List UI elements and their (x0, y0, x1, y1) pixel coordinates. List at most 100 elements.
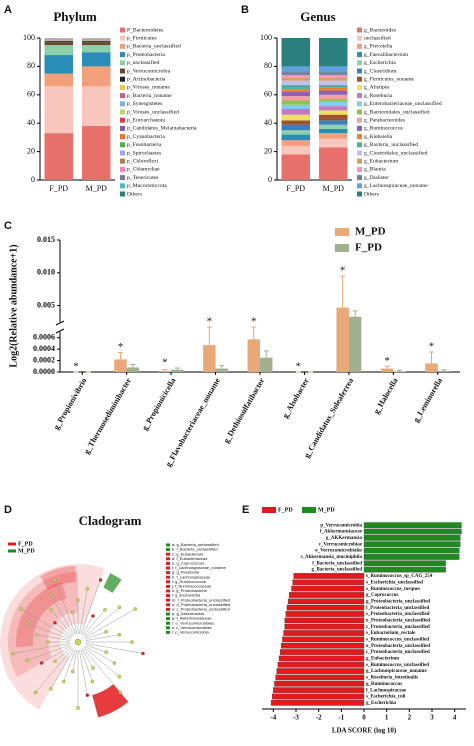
node (61, 679, 66, 684)
node-label: d: f_Eubacteriaceae (172, 556, 208, 561)
bar-segment (44, 86, 73, 134)
x-tick-label: g_Alsobacter (281, 376, 311, 420)
x-tick-label: 3 (430, 714, 434, 722)
node-label: c: g_Eubacterium (172, 551, 204, 556)
legend-label: M_PD (18, 548, 35, 554)
node (85, 693, 90, 697)
bar (272, 693, 365, 700)
bar-segment (281, 66, 310, 73)
branch (79, 588, 88, 635)
bar (260, 357, 273, 372)
bar (363, 560, 446, 567)
node (130, 640, 134, 644)
bar (425, 363, 438, 372)
legend-swatch (120, 175, 125, 181)
legend-swatch (357, 117, 362, 123)
x-tick-label: -4 (270, 714, 276, 722)
category-label: g_Eubacterium (366, 657, 400, 662)
category-label: s_Proteobacteria_unclassified (366, 612, 430, 617)
bar (293, 573, 365, 579)
legend-label: P_Bacteroidetes (127, 27, 163, 33)
legend-swatch (166, 571, 170, 575)
significance: * (251, 316, 257, 328)
y-tick-label: 20 (27, 146, 35, 155)
node (71, 610, 75, 615)
legend-label: p_Fusobacteria (127, 142, 162, 148)
branch (36, 634, 71, 641)
node (117, 605, 122, 610)
branch (35, 647, 74, 693)
bar-segment (281, 154, 310, 180)
node (76, 598, 80, 602)
bar-segment (319, 90, 348, 95)
legend-label: p_Mucoromycota (127, 183, 167, 189)
legend-label: g_Dialister (364, 175, 389, 181)
x-tick-label: g_Propionicicella (140, 376, 177, 432)
legend-swatch (262, 507, 276, 513)
bar-segment (319, 80, 348, 85)
x-tick-label: g_Leminorella (411, 376, 444, 423)
legend-swatch (357, 166, 362, 172)
x-tick-label: g_Thermosediminibacter (82, 376, 133, 456)
category-label: s_Escherichia_unclassified (366, 580, 423, 585)
node (117, 632, 122, 637)
legend-swatch (166, 561, 170, 565)
legend-swatch (166, 575, 170, 579)
branch (83, 646, 120, 677)
legend-swatch (357, 60, 362, 66)
legend-label: g_Firmicutes_noname (364, 76, 415, 82)
legend-swatch (357, 27, 362, 33)
panel-label: B (241, 4, 249, 16)
bar-segment (319, 94, 348, 100)
bar (285, 611, 365, 617)
branch (54, 622, 73, 638)
bar-segment (44, 42, 73, 46)
legend-label: g_Ruminococcus (364, 126, 403, 132)
legend-swatch (120, 84, 125, 90)
x-tick-label: M_PD (86, 184, 108, 193)
node-label: m: f_Proteobacteria_unclassified (172, 597, 230, 602)
y-tick-label: 60 (264, 90, 272, 99)
bar-segment (319, 120, 348, 125)
bar (281, 642, 365, 649)
node (133, 607, 137, 611)
bar-segment (281, 84, 310, 90)
bar (274, 680, 365, 687)
bar-segment (281, 91, 310, 97)
bar-segment (281, 109, 310, 115)
bar-segment (281, 72, 310, 75)
significance: * (384, 355, 390, 367)
bar-segment (319, 87, 348, 91)
legend-label: g_Bacteroides (364, 27, 396, 33)
legend-swatch (166, 548, 170, 552)
axis-break (55, 328, 65, 334)
significance: * (73, 361, 79, 373)
node (11, 651, 15, 656)
bar-segment (82, 45, 111, 53)
category-label: s_Ruminococcus_unclassified (366, 638, 429, 643)
legend-swatch (120, 93, 125, 99)
node-label: f: f_Lachnospiraceae_noname (172, 565, 227, 570)
y-tick-label: 0.005 (37, 300, 55, 309)
x-tick-label: 4 (453, 714, 457, 722)
bar-segment (319, 124, 348, 129)
bar-segment (319, 38, 348, 67)
legend-label: g_Enterobacteriaceae_unclassified (364, 100, 442, 107)
x-tick-label: -3 (293, 714, 299, 722)
category-label: g_Lachnospiraceae_noname (366, 669, 427, 674)
bar (282, 636, 365, 643)
x-axis-label: LDA SCORE (log 10) (332, 727, 397, 735)
legend-label: p_Verrucomicrobia (127, 68, 171, 74)
legend-swatch (166, 626, 170, 630)
branch (50, 648, 75, 689)
bar-segment (319, 99, 348, 102)
node-label: a: g_Bacteria_unclassified (172, 542, 219, 547)
legend-swatch (357, 175, 362, 181)
x-tick-label: g_Propionivibrio (52, 376, 89, 431)
bar (363, 522, 462, 528)
y-tick-label: 0.0004 (33, 344, 55, 353)
legend-label: g_Klebsiella (364, 134, 393, 140)
legend-swatch (166, 589, 170, 593)
node-label: b: f_Bacteria_unclassified (172, 547, 218, 552)
y-tick-label: 0.010 (37, 268, 55, 277)
